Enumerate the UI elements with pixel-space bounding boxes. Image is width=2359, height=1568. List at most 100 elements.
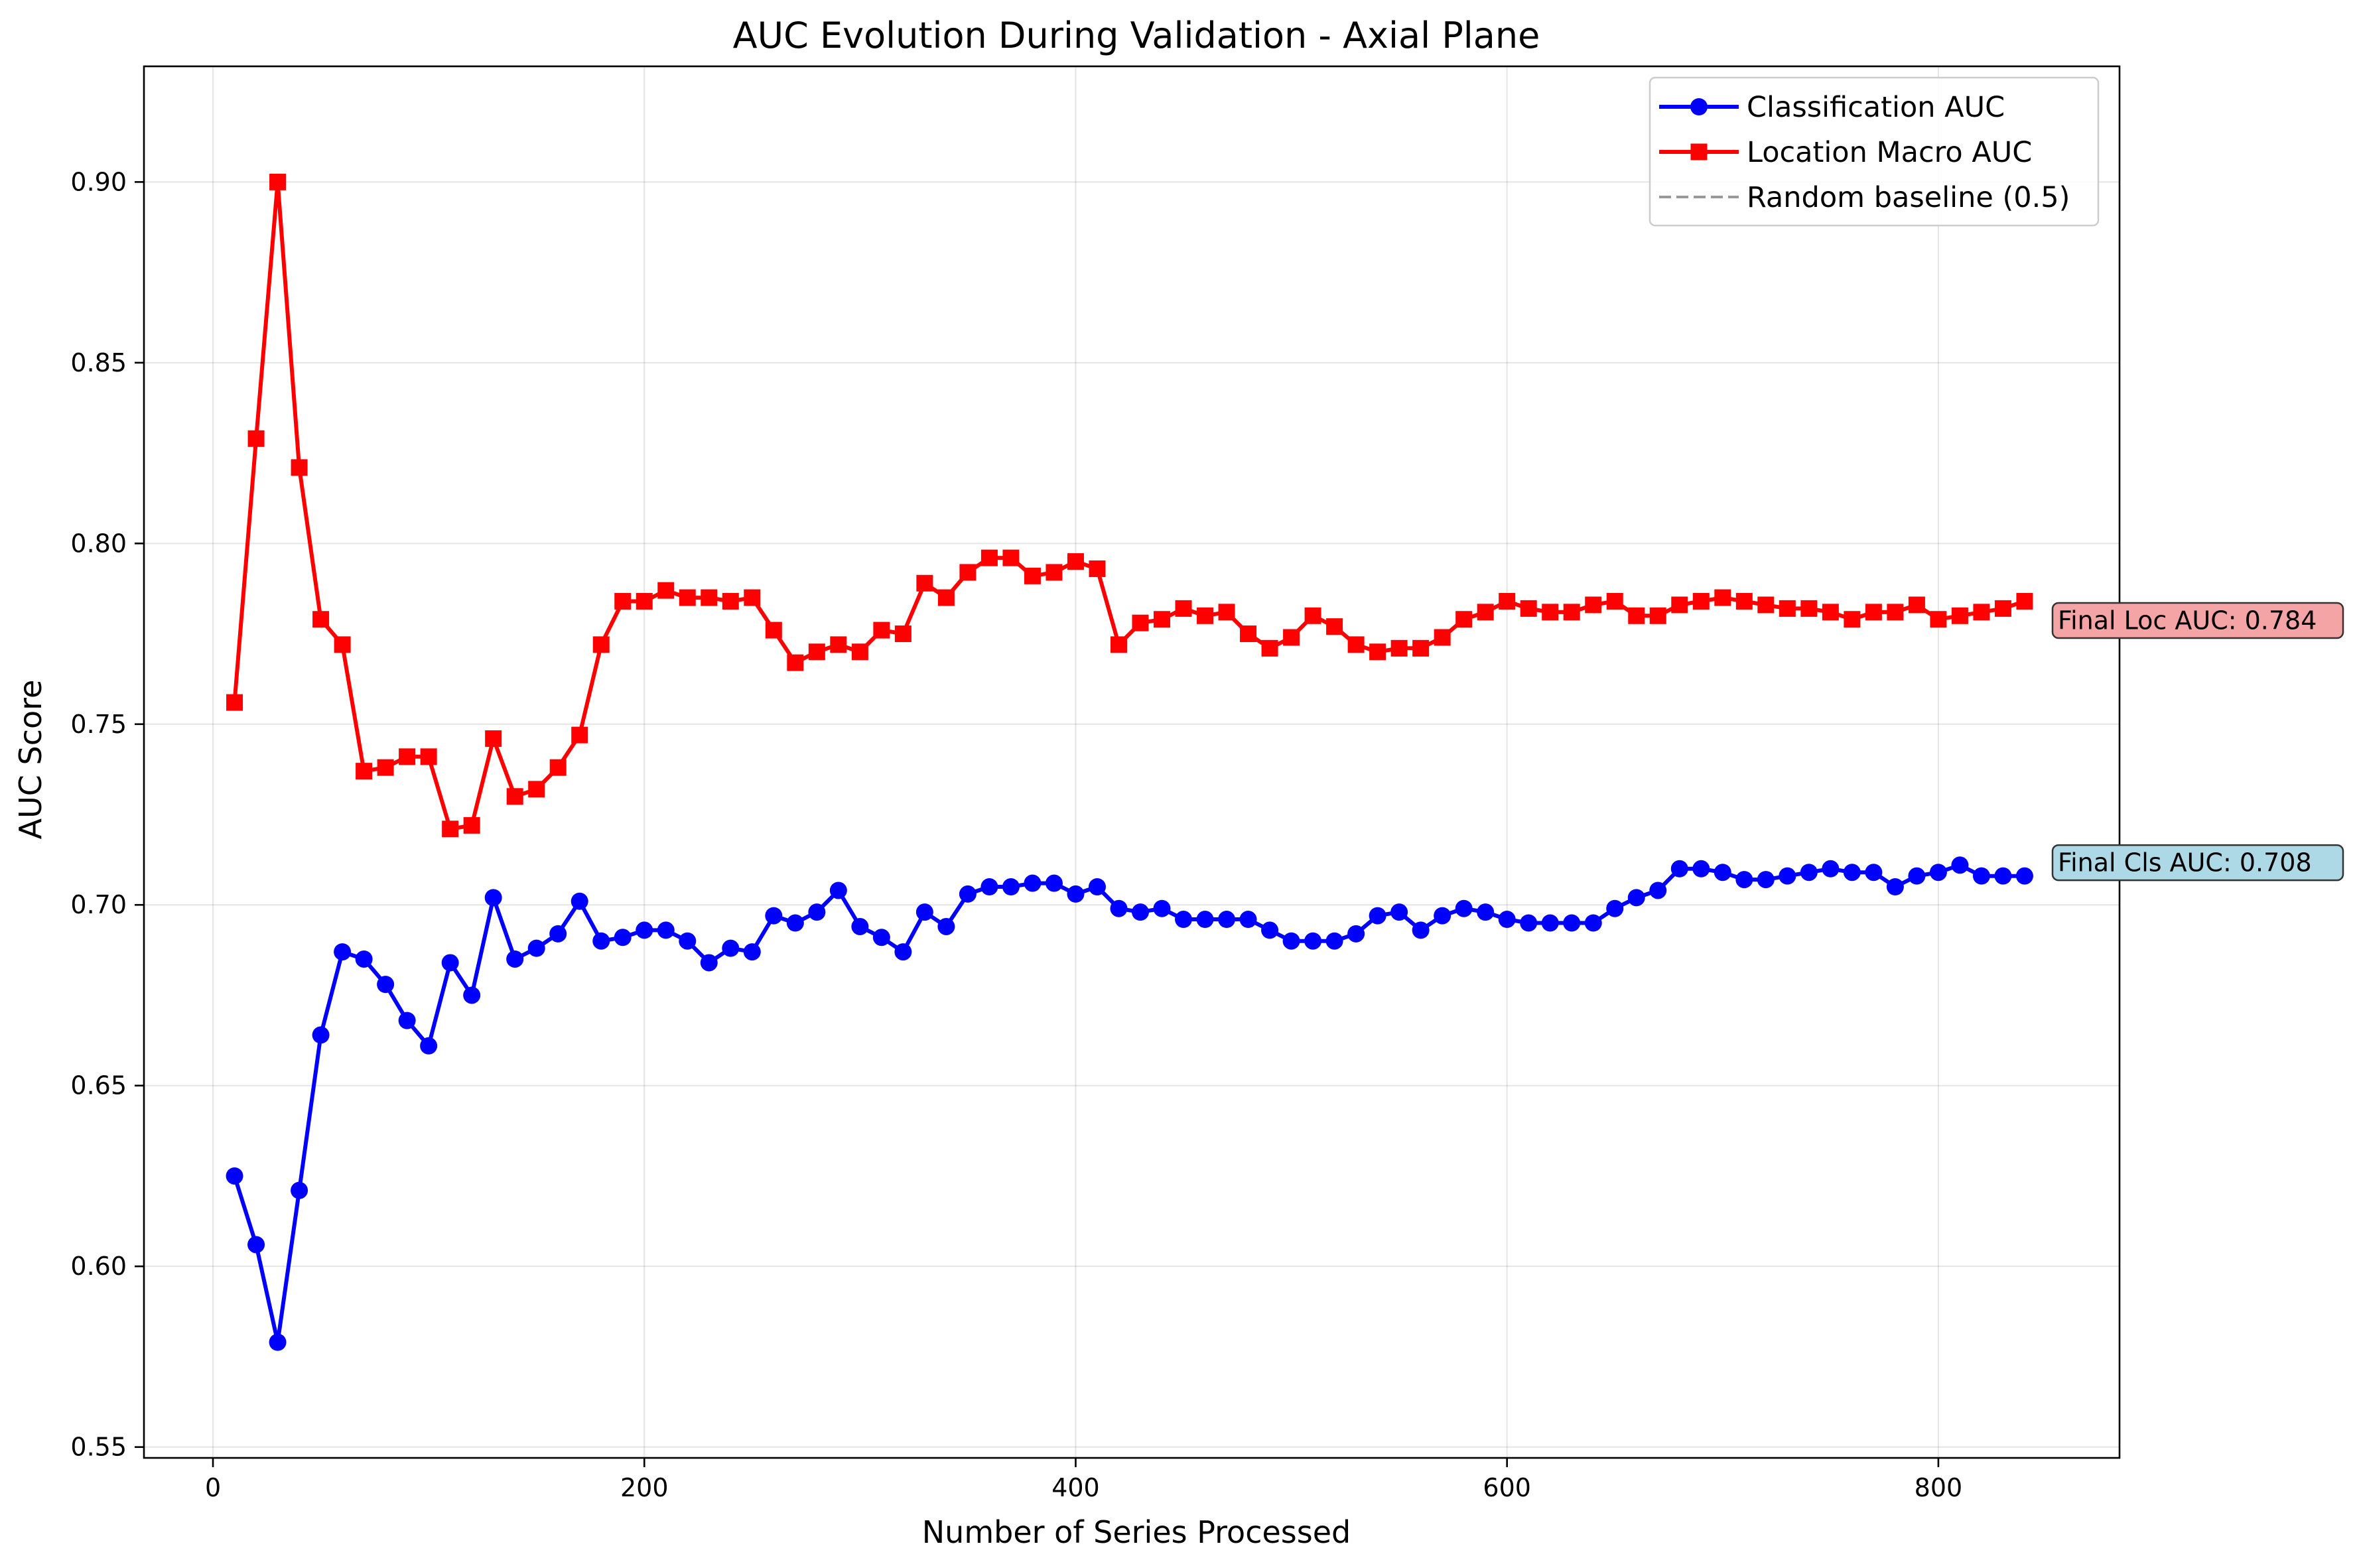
series-0-point xyxy=(1563,914,1581,932)
series-0-point xyxy=(1649,882,1667,899)
series-1-point xyxy=(1779,600,1796,617)
series-0-point xyxy=(1304,932,1322,950)
series-0-point xyxy=(1132,903,1150,921)
series-0-point xyxy=(377,976,395,994)
series-1-point xyxy=(2016,593,2033,610)
series-1-point xyxy=(636,593,653,610)
series-1-point xyxy=(1067,553,1084,570)
series-1-point xyxy=(1197,607,1214,624)
legend-label: Random baseline (0.5) xyxy=(1747,181,2070,214)
series-0-point xyxy=(1994,867,2012,885)
series-1-point xyxy=(549,759,567,776)
series-0-point xyxy=(1692,860,1710,878)
x-tick-label: 200 xyxy=(620,1473,669,1502)
series-0-point xyxy=(1584,914,1602,932)
series-1-point xyxy=(1175,600,1192,617)
series-1-point xyxy=(1844,611,1861,628)
series-0-point xyxy=(1261,921,1279,939)
series-0-point xyxy=(1412,921,1430,939)
series-1-point xyxy=(399,748,416,765)
y-tick-label: 0.70 xyxy=(70,890,127,919)
series-1-point xyxy=(1218,604,1235,621)
legend-box xyxy=(1649,76,2100,227)
series-0-point xyxy=(527,939,545,957)
series-0-point xyxy=(549,925,567,943)
series-1-point xyxy=(1283,629,1300,646)
series-0-point xyxy=(872,929,890,947)
series-1-point xyxy=(830,636,847,653)
series-1-point xyxy=(1822,604,1839,621)
series-1-point xyxy=(1390,639,1408,657)
series-1-point xyxy=(442,820,459,838)
series-0-point xyxy=(1520,914,1538,932)
series-0-point xyxy=(915,903,933,921)
series-0-point xyxy=(851,917,869,935)
series-1-point xyxy=(463,817,480,834)
series-1-point xyxy=(657,582,675,599)
series-1-point xyxy=(873,621,890,639)
series-1-point xyxy=(291,459,308,476)
series-1-point xyxy=(334,636,351,653)
series-0-point xyxy=(1498,911,1516,929)
y-tick-label: 0.65 xyxy=(70,1071,127,1100)
series-0-point xyxy=(1434,907,1451,925)
chart-title: AUC Evolution During Validation - Axial … xyxy=(733,15,1540,56)
series-1-point xyxy=(787,654,804,671)
series-0-point xyxy=(441,954,459,972)
y-axis-label: AUC Score xyxy=(13,680,48,840)
series-0-point xyxy=(1972,867,1990,885)
series-1-point xyxy=(1671,596,1688,614)
series-1-point xyxy=(1369,643,1386,661)
series-1-point xyxy=(1973,604,1990,621)
series-1-point xyxy=(356,763,373,780)
annotation-label: Final Cls AUC: 0.708 xyxy=(2058,848,2312,878)
series-0-point xyxy=(1714,864,1731,882)
series-1-point xyxy=(1757,596,1775,614)
series-0-point xyxy=(980,878,998,896)
series-1-point xyxy=(1628,607,1645,624)
annotation-box xyxy=(2051,844,2344,882)
series-0-point xyxy=(312,1026,330,1044)
series-1-point xyxy=(1240,625,1257,643)
series-1-point xyxy=(1865,604,1882,621)
series-0-point xyxy=(334,943,352,961)
series-0-point xyxy=(700,954,718,972)
series-1-point xyxy=(937,589,955,606)
series-1-point xyxy=(1930,611,1947,628)
series-1-point xyxy=(1024,567,1041,584)
series-1-point xyxy=(226,694,243,711)
series-0-point xyxy=(786,914,804,932)
series-1-point xyxy=(959,564,977,581)
series-0-point xyxy=(420,1037,438,1055)
series-1-point xyxy=(1800,600,1818,617)
series-0-point xyxy=(1196,911,1214,929)
y-tick-label: 0.85 xyxy=(70,348,127,377)
series-1-point xyxy=(1951,607,1968,624)
series-1-point xyxy=(571,726,588,744)
series-1-point xyxy=(679,589,696,606)
series-0-point xyxy=(226,1167,243,1185)
series-0-point xyxy=(1067,885,1085,903)
series-0-point xyxy=(1153,899,1171,917)
series-0-point xyxy=(1606,899,1624,917)
y-tick-label: 0.80 xyxy=(70,529,127,558)
series-1-point xyxy=(1692,593,1710,610)
series-0-point xyxy=(1218,911,1236,929)
series-0-point xyxy=(291,1181,308,1199)
legend: Classification AUC Location Macro AUC Rand… xyxy=(1649,76,2100,227)
series-0-point xyxy=(1800,864,1818,882)
legend-swatch-marker xyxy=(1690,143,1708,161)
series-0-point xyxy=(398,1012,416,1029)
series-0-point xyxy=(959,885,977,903)
series-1-point xyxy=(506,788,523,805)
series-0-point xyxy=(1908,867,1926,885)
series-0-point xyxy=(1088,878,1106,896)
series-1-point xyxy=(1499,593,1516,610)
x-tick-label: 400 xyxy=(1051,1473,1100,1502)
series-0-point xyxy=(765,907,783,925)
series-1-point xyxy=(1326,618,1343,635)
series-1-point xyxy=(1520,600,1537,617)
series-0-point xyxy=(571,892,588,910)
series-0-point xyxy=(1369,907,1386,925)
